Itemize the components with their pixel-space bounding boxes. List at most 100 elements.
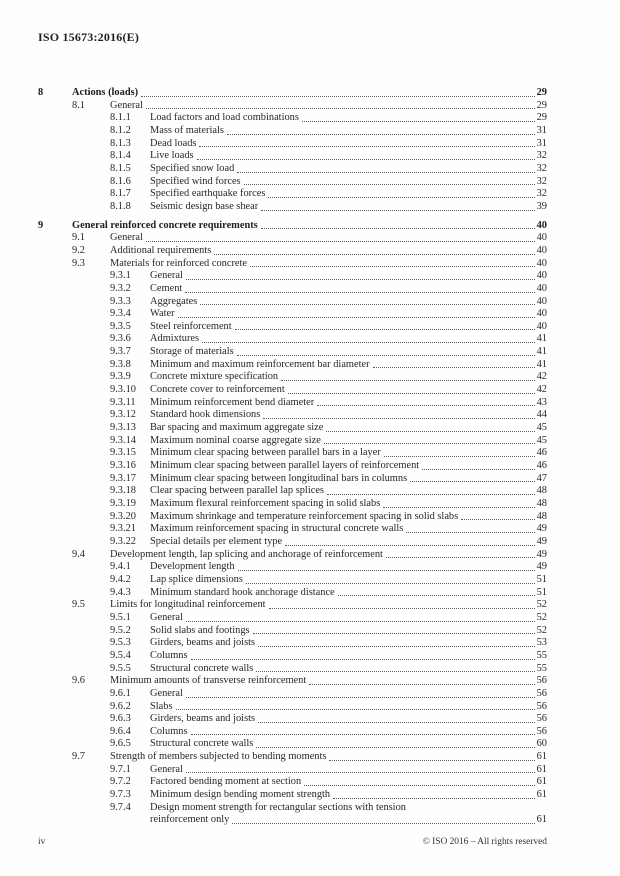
toc-entry-title: Development length [150, 561, 235, 573]
dotted-leader [281, 380, 535, 382]
toc-entry: 9.6.1 General 56 [38, 688, 547, 701]
toc-entry-number: 9.7.1 [110, 763, 131, 775]
dotted-leader [258, 721, 535, 723]
toc-entry: 9.3.20 Maximum shrinkage and temperature … [38, 511, 547, 524]
dotted-leader [237, 569, 535, 571]
toc-entry-page: 48 [536, 510, 547, 522]
toc-entry-page: 40 [536, 232, 547, 244]
toc-entry-page: 49 [536, 548, 547, 560]
toc-entry-page: 40 [536, 257, 547, 269]
toc-entry-number: 8.1.4 [110, 150, 131, 162]
toc-entry: 9.3.19 Maximum flexural reinforcement spa… [38, 498, 547, 511]
toc-entry-number: 9.3.11 [110, 396, 136, 408]
toc-entry-number: 8.1 [72, 99, 85, 111]
dotted-leader [243, 184, 535, 186]
dotted-leader [260, 228, 535, 230]
toc-entry-number: 9.5.4 [110, 649, 131, 661]
toc-entry-title: Minimum amounts of transverse reinforcem… [110, 675, 307, 687]
document-id: ISO 15673:2016(E) [38, 30, 140, 44]
dotted-leader [250, 266, 535, 268]
dotted-leader [234, 329, 535, 331]
toc-entry-number: 9.3.20 [110, 510, 136, 522]
toc-entry: 9.1 General 40 [38, 232, 547, 245]
toc-entry-title: Materials for reinforced concrete [110, 257, 248, 269]
toc-entry: 9.5.1 General 52 [38, 612, 547, 625]
toc-entry-title-continuation: reinforcement only [150, 814, 230, 826]
dotted-leader [385, 557, 535, 559]
toc-entry-page: 40 [536, 219, 547, 231]
toc-entry-page: 61 [536, 776, 547, 788]
toc-entry-title: Standard hook dimensions [150, 409, 261, 421]
dotted-leader [406, 531, 535, 533]
dotted-leader [202, 342, 535, 344]
toc-entry-title: Load factors and load combinations [150, 112, 299, 124]
toc-entry-number: 9.6.3 [110, 713, 131, 725]
toc-entry-number: 9.6.2 [110, 700, 131, 712]
toc-entry: 9.6 Minimum amounts of transverse reinfor… [38, 675, 547, 688]
dotted-leader [410, 481, 535, 483]
toc-entry: 9.7 Strength of members subjected to bend… [38, 751, 547, 764]
dotted-leader [245, 582, 535, 584]
toc-entry-title: Clear spacing between parallel lap splic… [150, 485, 324, 497]
toc-entry-number: 9.3.1 [110, 270, 131, 282]
toc-entry: 9.6.2 Slabs 56 [38, 701, 547, 714]
toc-entry-title: Strength of members subjected to bending… [110, 751, 327, 763]
toc-entry-number: 9.3.22 [110, 535, 136, 547]
toc-entry: 8.1.5 Specified snow load 32 [38, 163, 547, 176]
toc-entry-number: 9.3.4 [110, 308, 131, 320]
dotted-leader [372, 367, 535, 369]
toc-entry-number: 9 [38, 219, 44, 231]
toc-entry-title: Maximum nominal coarse aggregate size [150, 434, 321, 446]
toc-entry-page: 40 [536, 308, 547, 320]
dotted-leader [190, 658, 535, 660]
toc-entry-page: 29 [536, 112, 547, 124]
toc-entry: 9.3.16 Minimum clear spacing between para… [38, 460, 547, 473]
dotted-leader [190, 734, 535, 736]
page-number: iv [38, 837, 46, 847]
toc-entry: 8.1.1 Load factors and load combinations 2… [38, 112, 547, 125]
dotted-leader [185, 278, 535, 280]
toc-entry-page: 56 [536, 700, 547, 712]
toc-entry-page: 46 [536, 460, 547, 472]
dotted-leader [237, 171, 535, 173]
toc-entry-number: 9.5.5 [110, 662, 131, 674]
toc-entry-number: 9.3.8 [110, 358, 131, 370]
toc-entry-number: 9.7 [72, 751, 85, 763]
toc-entry-title: General [110, 232, 143, 244]
toc-entry-number: 9.3.19 [110, 498, 136, 509]
toc-entry-title: Maximum reinforcement spacing in structu… [150, 523, 404, 535]
toc-entry-page: 61 [536, 814, 547, 826]
dotted-leader [145, 240, 535, 242]
dotted-leader [185, 620, 535, 622]
toc-entry-number: 9.4.2 [110, 573, 131, 585]
toc-entry-number: 8.1.3 [110, 137, 131, 149]
toc-entry-page: 43 [536, 396, 547, 408]
toc-entry: 9.3.3 Aggregates 40 [38, 296, 547, 309]
toc-entry: 9.5.3 Girders, beams and joists 53 [38, 637, 547, 650]
toc-entry-page: 32 [536, 175, 547, 187]
toc-entry-title: Minimum design bending moment strength [150, 789, 331, 801]
toc-entry: 9.3.22 Special details per element type 49 [38, 536, 547, 549]
toc-entry-page: 29 [536, 99, 547, 111]
toc-entry-page: 40 [536, 295, 547, 307]
dotted-leader [175, 709, 535, 711]
dotted-leader [236, 354, 535, 356]
toc-entry: 8.1.2 Mass of materials 31 [38, 125, 547, 138]
dotted-leader [329, 759, 535, 761]
toc-entry-number: 9.6.1 [110, 687, 131, 699]
toc-entry-title: Minimum clear spacing between parallel b… [150, 447, 381, 459]
toc-entry-title: Factored bending moment at section [150, 776, 302, 788]
toc-entry-title: Mass of materials [150, 124, 224, 136]
toc-entry-number: 9.3.2 [110, 282, 131, 294]
toc-entry-page: 40 [536, 244, 547, 256]
toc-entry-page: 61 [536, 763, 547, 775]
toc-entry-number: 9.3.12 [110, 409, 136, 421]
toc-entry: 9.3.5 Steel reinforcement 40 [38, 321, 547, 334]
toc-entry: 9.6.5 Structural concrete walls 60 [38, 738, 547, 751]
dotted-leader [226, 133, 535, 135]
dotted-leader [185, 696, 535, 698]
dotted-leader [261, 209, 535, 211]
toc-entry-title: Admixtures [150, 333, 200, 345]
toc-entry-number: 9.5 [72, 599, 85, 611]
